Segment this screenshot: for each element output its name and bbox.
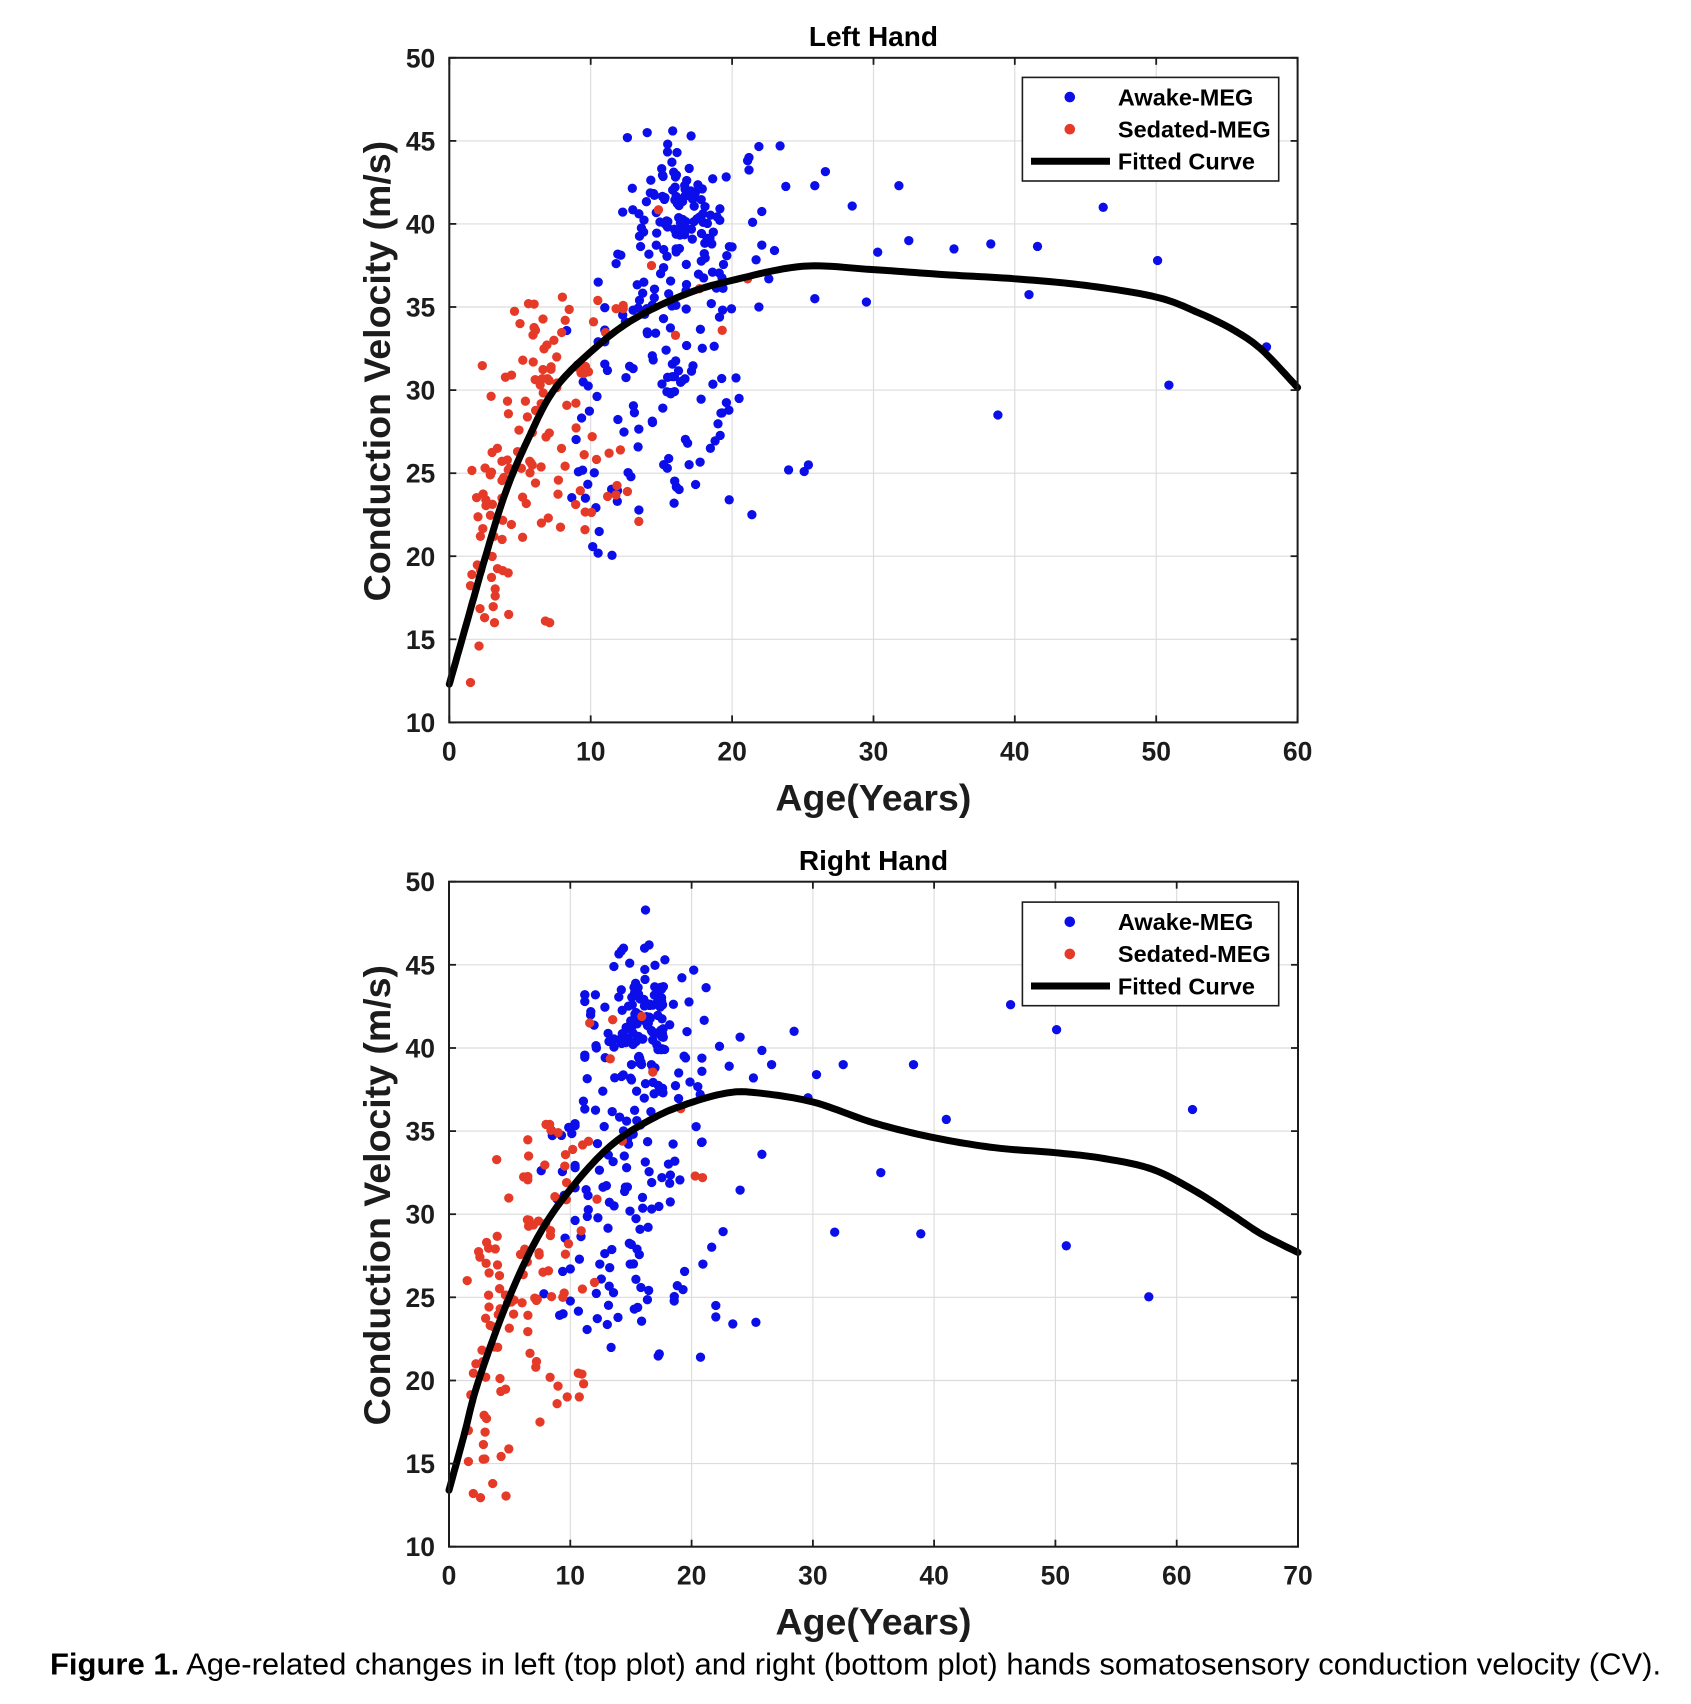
svg-text:10: 10 xyxy=(576,736,605,766)
svg-text:Conduction Velocity (m/s): Conduction Velocity (m/s) xyxy=(356,965,398,1425)
svg-text:20: 20 xyxy=(717,736,746,766)
svg-text:30: 30 xyxy=(406,1200,435,1230)
svg-text:Figure 1. Age-related changes: Figure 1. Age-related changes in left (t… xyxy=(50,1647,1661,1682)
svg-text:40: 40 xyxy=(406,1034,435,1064)
svg-text:30: 30 xyxy=(406,376,435,406)
svg-text:15: 15 xyxy=(406,1449,435,1479)
svg-text:30: 30 xyxy=(859,736,888,766)
svg-text:25: 25 xyxy=(406,1283,435,1313)
svg-text:60: 60 xyxy=(1162,1561,1191,1591)
svg-text:Left Hand: Left Hand xyxy=(809,21,938,52)
svg-text:35: 35 xyxy=(406,1117,435,1147)
svg-text:20: 20 xyxy=(406,1366,435,1396)
svg-text:Sedated-MEG: Sedated-MEG xyxy=(1118,941,1271,967)
svg-text:25: 25 xyxy=(406,459,435,489)
svg-text:50: 50 xyxy=(1041,1561,1070,1591)
svg-text:Age(Years): Age(Years) xyxy=(776,1601,972,1643)
svg-text:40: 40 xyxy=(919,1561,948,1591)
svg-text:50: 50 xyxy=(1141,736,1170,766)
svg-text:Awake-MEG: Awake-MEG xyxy=(1118,84,1253,110)
svg-text:0: 0 xyxy=(442,736,457,766)
svg-text:Conduction Velocity (m/s): Conduction Velocity (m/s) xyxy=(356,141,398,601)
svg-text:Fitted Curve: Fitted Curve xyxy=(1118,149,1255,175)
svg-text:0: 0 xyxy=(442,1561,457,1591)
svg-text:10: 10 xyxy=(556,1561,585,1591)
svg-text:50: 50 xyxy=(406,43,435,73)
svg-text:40: 40 xyxy=(406,209,435,239)
svg-text:30: 30 xyxy=(798,1561,827,1591)
svg-text:Awake-MEG: Awake-MEG xyxy=(1118,909,1253,935)
svg-text:45: 45 xyxy=(406,126,435,156)
svg-text:45: 45 xyxy=(406,950,435,980)
svg-text:Age(Years): Age(Years) xyxy=(775,776,971,818)
svg-text:Sedated-MEG: Sedated-MEG xyxy=(1118,117,1271,143)
svg-text:40: 40 xyxy=(1000,736,1029,766)
svg-text:10: 10 xyxy=(406,708,435,738)
svg-text:Fitted Curve: Fitted Curve xyxy=(1118,973,1255,999)
svg-text:60: 60 xyxy=(1283,736,1312,766)
svg-text:50: 50 xyxy=(406,867,435,897)
svg-text:15: 15 xyxy=(406,625,435,655)
svg-text:35: 35 xyxy=(406,293,435,323)
svg-text:20: 20 xyxy=(677,1561,706,1591)
svg-text:70: 70 xyxy=(1283,1561,1312,1591)
svg-text:10: 10 xyxy=(406,1532,435,1562)
svg-text:Right Hand: Right Hand xyxy=(799,845,948,876)
svg-text:20: 20 xyxy=(406,542,435,572)
